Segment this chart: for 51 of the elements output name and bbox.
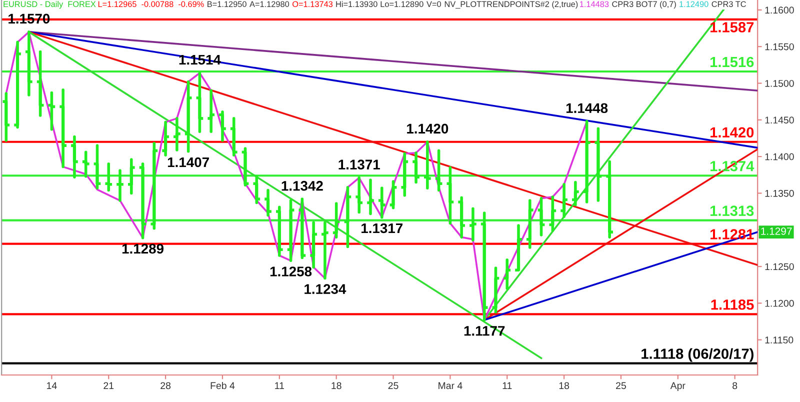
y-tick-label: 1.1450 [765,116,794,124]
annotation: 1.1407 [168,157,209,168]
y-tick-label: 1.1400 [765,153,794,160]
x-tick-label: Apr [670,382,686,392]
ref-line-label: 1.1516 [710,56,754,68]
x-tick-label: 11 [502,382,512,389]
ref-line-label: 1.1118 (06/20/17) [642,348,754,362]
annotation: 1.1342 [282,180,323,191]
y-tick-label: 1.1350 [765,190,794,197]
annotation: CPR3 TC [712,1,746,8]
x-tick-label: 25 [388,382,398,390]
y-tick-label: 1.1600 [765,6,794,14]
annotation: 1.1317 [362,223,403,234]
y-tick-label: 1.1150 [765,336,794,344]
annotation: Hi=1.13930 [336,1,378,8]
annotation: 1.1297 [761,227,792,235]
annotation: NV_PLOTTRENDPOINTS#2 (2,true) [444,1,578,9]
x-tick-label: Feb 4 [210,382,235,390]
x-tick-label: 18 [559,382,570,390]
x-tick-label: Mar 4 [438,382,462,390]
y-tick-label: 1.1250 [765,263,794,270]
annotation: 1.1448 [566,103,608,114]
annotation: 1.1371 [338,160,380,170]
annotation: V=0 [426,1,441,8]
y-tick-label: 1.1550 [765,43,794,50]
x-tick-label: 8 [732,382,738,390]
x-tick-label: 28 [160,382,171,390]
ref-line-label: 1.1420 [710,127,754,138]
chart-title: EURUSD - Daily FOREX [4,1,96,9]
annotation: A=1.12980 [250,1,290,8]
y-tick-label: 1.1500 [765,80,794,87]
annotation: Lo=1.12890 [380,1,424,8]
x-tick-label: 14 [47,382,57,389]
annotation: 1.1258 [270,266,312,276]
x-tick-label: 18 [332,382,342,390]
annotation: CPR3 BOT7 (0,7) [612,1,676,9]
y-tick-label: 1.1200 [765,300,794,307]
annotation: 1.1234 [304,284,346,294]
ref-line-label: 1.1587 [710,22,754,32]
annotation: O=1.13743 [292,1,333,8]
ref-line-label: 1.1313 [710,206,754,216]
x-tick-label: 21 [104,382,114,389]
annotation: 1.1420 [407,124,448,134]
annotation: B=1.12950 [208,1,246,8]
x-tick-label: 11 [275,382,284,389]
annotation: 1.1289 [122,244,164,254]
annotation: 1.14483 [580,1,609,8]
annotation: 1.12490 [680,1,708,8]
ref-line-label: 1.1185 [711,299,754,310]
annotation: L=1.12965 -0.00788 -0.69% [98,1,204,8]
x-tick-label: 25 [616,382,626,390]
